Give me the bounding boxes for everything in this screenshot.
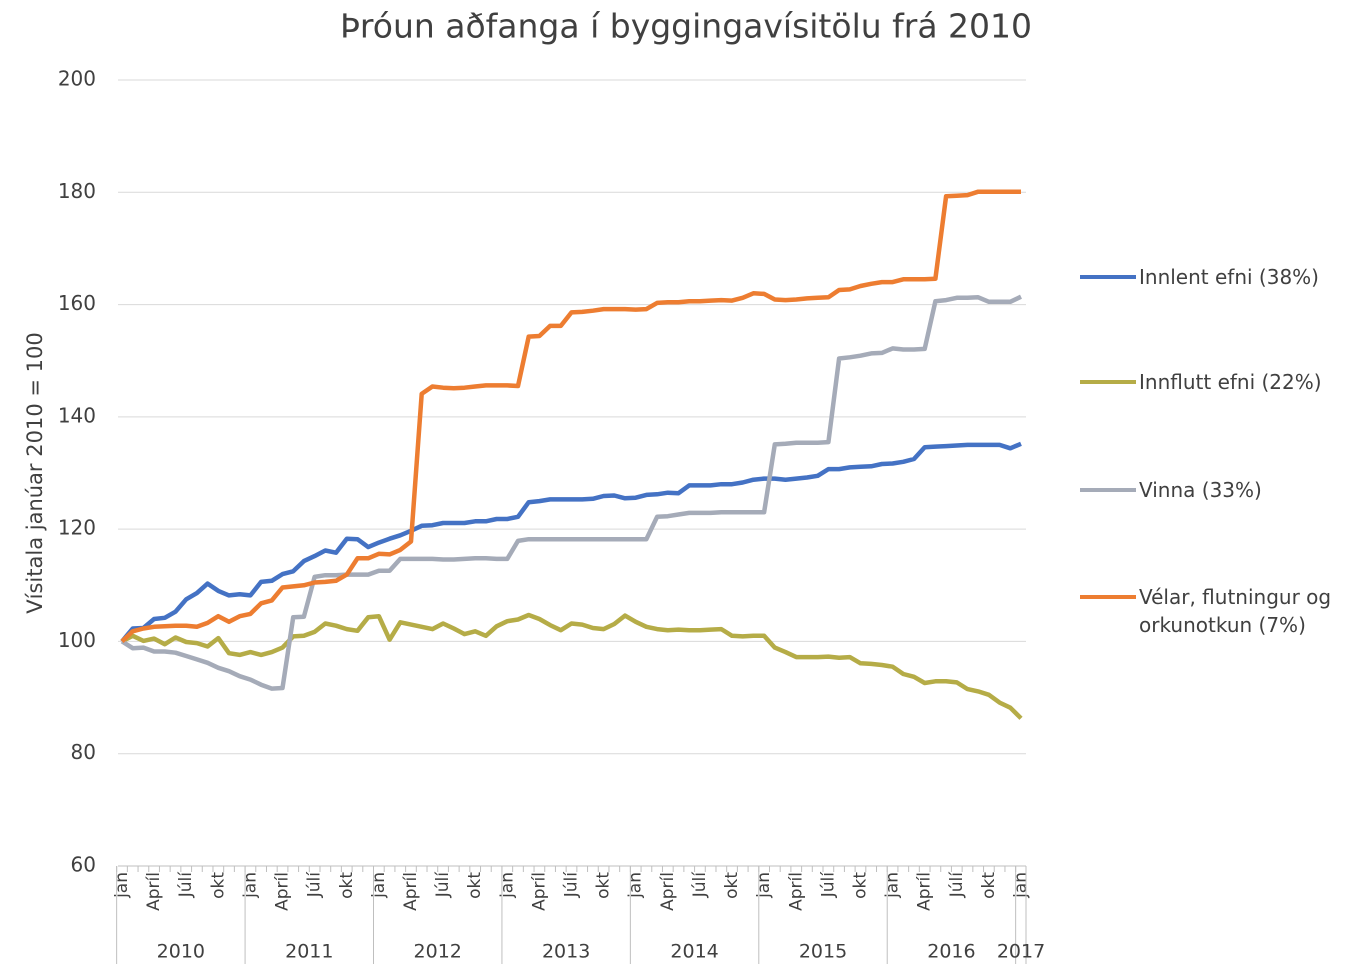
x-tick-label: okt <box>594 872 614 899</box>
legend-label: Vélar, flutningur og orkunotkun (7%) <box>1139 585 1332 637</box>
x-tick-label: okt <box>208 872 228 899</box>
legend-item: Innlent efni (38%) <box>1080 263 1350 291</box>
x-tick-label: jan <box>1011 872 1031 899</box>
legend-item: Vélar, flutningur og orkunotkun (7%) <box>1080 583 1350 639</box>
x-tick-label: okt <box>979 872 999 899</box>
series-line <box>120 612 1023 720</box>
y-tick-label: 140 <box>58 403 96 427</box>
year-label: 2013 <box>542 941 590 963</box>
year-label: 2010 <box>157 941 205 963</box>
year-label: 2015 <box>799 941 847 963</box>
series-line <box>120 294 1022 691</box>
x-tick-label: Júlí <box>176 871 196 899</box>
year-label: 2017 <box>997 941 1045 963</box>
x-tick-label: jan <box>754 872 774 899</box>
x-tick-label: Apríl <box>786 872 806 911</box>
y-tick-label: 200 <box>58 67 96 91</box>
x-tick-label: Apríl <box>915 872 935 911</box>
x-tick-label: jan <box>112 872 132 899</box>
y-tick-label: 80 <box>71 740 96 764</box>
year-label: 2012 <box>414 941 462 963</box>
legend-label: Innflutt efni (22%) <box>1139 370 1322 394</box>
x-tick-label: Júlí <box>818 871 838 899</box>
legend-key <box>1080 595 1136 599</box>
series-line <box>120 189 1021 644</box>
x-tick-label: Júlí <box>562 871 582 899</box>
y-tick-label: 160 <box>58 291 96 315</box>
x-tick-label: okt <box>850 872 870 899</box>
legend-key <box>1080 488 1136 492</box>
legend-label: Vinna (33%) <box>1139 478 1262 502</box>
series-line <box>120 441 1022 643</box>
x-tick-label: jan <box>883 872 903 899</box>
x-tick-label: jan <box>497 872 517 899</box>
year-label: 2016 <box>927 941 975 963</box>
legend-label: Innlent efni (38%) <box>1139 265 1319 289</box>
x-tick-label: Júlí <box>947 871 967 899</box>
x-tick-label: jan <box>626 872 646 899</box>
x-tick-label: Apríl <box>658 872 678 911</box>
y-tick-label: 100 <box>58 628 96 652</box>
x-tick-label: Apríl <box>144 872 164 911</box>
legend-key <box>1080 275 1136 279</box>
year-label: 2011 <box>285 941 333 963</box>
legend-key <box>1080 380 1136 384</box>
x-tick-label: jan <box>240 872 260 899</box>
y-tick-label: 120 <box>58 516 96 540</box>
y-tick-label: 60 <box>71 853 96 877</box>
x-tick-label: okt <box>722 872 742 899</box>
x-tick-label: Júlí <box>690 871 710 899</box>
x-tick-label: Apríl <box>401 872 421 911</box>
x-tick-label: jan <box>369 872 389 899</box>
y-tick-label: 180 <box>58 179 96 203</box>
x-tick-label: Júlí <box>433 871 453 899</box>
y-axis-label: Vísitala janúar 2010 = 100 <box>23 332 47 613</box>
legend-item: Vinna (33%) <box>1080 476 1350 504</box>
x-tick-label: Júlí <box>305 871 325 899</box>
x-tick-label: Apríl <box>273 872 293 911</box>
x-tick-label: okt <box>465 872 485 899</box>
legend-item: Innflutt efni (22%) <box>1080 368 1350 396</box>
year-label: 2014 <box>670 941 718 963</box>
x-tick-label: Apríl <box>529 872 549 911</box>
chart-title: Þróun aðfanga í byggingavísitölu frá 201… <box>340 7 1032 46</box>
x-tick-label: okt <box>337 872 357 899</box>
